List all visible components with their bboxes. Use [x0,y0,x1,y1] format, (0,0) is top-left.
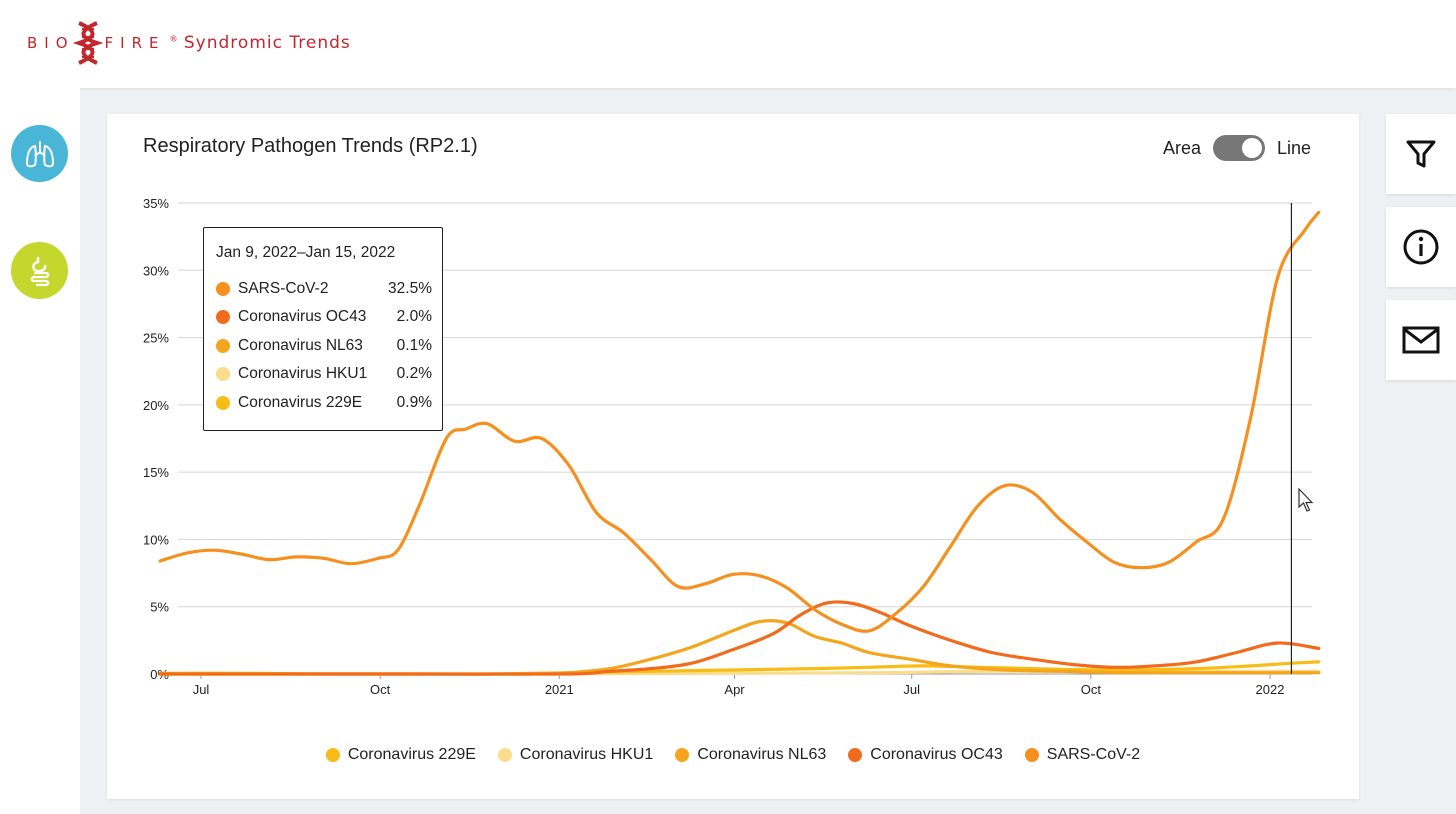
x-axis-ticks: Jul Oct 2021 Apr Jul Oct 2022 [193,674,1285,697]
tooltip-row: SARS-CoV-2 32.5% [216,280,432,298]
left-nav [0,88,80,814]
tooltip-dot [216,367,230,381]
info-button[interactable] [1386,207,1456,287]
gastro-nav-button[interactable] [11,242,68,299]
tooltip-series-value: 0.1% [396,337,432,354]
tooltip-series-name: Coronavirus OC43 [238,308,367,325]
y-axis-ticks: 0%5%10%15%20%25%30%35% [143,196,169,682]
logo-text-bio: BIO [27,34,75,52]
legend-item-229e[interactable]: Coronavirus 229E [325,746,476,764]
chart-legend: Coronavirus 229E Coronavirus HKU1 Corona… [107,746,1359,764]
tooltip-row: Coronavirus HKU1 0.2% [216,365,432,383]
legend-item-oc43[interactable]: Coronavirus OC43 [848,746,1003,764]
tooltip-series-name: Coronavirus NL63 [238,337,363,354]
stomach-icon [30,256,49,286]
tooltip-series-name: Coronavirus 229E [238,394,363,411]
legend-item-hku1[interactable]: Coronavirus HKU1 [497,746,654,764]
x-tick-label: 2021 [545,682,574,697]
app-subtitle: Syndromic Trends [183,33,351,53]
filter-button[interactable] [1386,114,1456,194]
series-line-coronavirus-oc43 [158,600,1321,676]
lungs-icon [25,140,54,167]
x-tick-label: Oct [1081,682,1102,697]
toggle-label-line[interactable]: Line [1276,137,1311,158]
legend-label: Coronavirus 229E [347,746,476,763]
mail-icon [1402,326,1440,354]
legend-label: Coronavirus OC43 [870,746,1003,763]
tooltip-row: Coronavirus NL63 0.1% [216,337,432,355]
y-tick-label: 20% [143,398,169,413]
x-tick-label: 2022 [1256,682,1285,697]
mouse-pointer-icon [1298,488,1314,512]
legend-dot [675,748,690,762]
legend-dot [1024,748,1039,762]
toggle-label-area[interactable]: Area [1162,137,1201,158]
chart-mode-toggle[interactable] [1212,135,1265,161]
logo-subtitle: ® Syndromic Trends [169,33,350,53]
chart-title: Respiratory Pathogen Trends (RP2.1) [143,135,478,157]
tooltip-series-value: 2.0% [396,308,432,325]
filter-icon [1406,140,1436,168]
y-tick-label: 35% [143,196,169,211]
x-tick-label: Apr [724,682,745,697]
series-lines [158,210,1321,676]
series-line-sars-cov-2 [158,210,1321,633]
tooltip-dot [216,396,230,410]
tooltip-series-name: SARS-CoV-2 [238,280,329,297]
toggle-knob [1241,138,1262,158]
y-tick-label: 5% [150,600,169,615]
tooltip-series-value: 0.2% [396,365,432,382]
legend-dot [497,748,512,762]
y-tick-label: 30% [143,263,169,278]
x-tick-label: Jul [193,682,210,697]
tooltip-date-range: Jan 9, 2022–Jan 15, 2022 [216,244,396,261]
chart-card: Respiratory Pathogen Trends (RP2.1) Area… [107,114,1359,799]
tooltip-dot [216,282,230,296]
legend-label: Coronavirus HKU1 [519,746,654,763]
y-tick-label: 25% [143,331,169,346]
line-chart[interactable]: 0%5%10%15%20%25%30%35% Jul Oct 2021 Apr Jul O… [107,114,1359,734]
legend-item-nl63[interactable]: Coronavirus NL63 [675,746,826,764]
info-icon [1403,229,1439,265]
legend-dot [325,748,340,762]
tooltip-row: Coronavirus 229E 0.9% [216,394,432,412]
legend-label: Coronavirus NL63 [697,746,827,763]
tooltip-row: Coronavirus OC43 2.0% [216,308,432,326]
logo-text-fire: FIRE [104,34,166,52]
tooltip-series-value: 32.5% [388,280,432,297]
respiratory-nav-button[interactable] [11,125,68,182]
contact-button[interactable] [1386,300,1456,380]
biofire-logo[interactable]: BIO FIRE ® Syndromic Trends [27,18,351,68]
legend-item-sars-cov-2[interactable]: SARS-CoV-2 [1024,746,1141,764]
tooltip-series-name: Coronavirus HKU1 [238,365,368,382]
tooltip-dot [216,310,230,324]
x-tick-label: Oct [370,682,391,697]
y-tick-label: 15% [143,465,169,480]
helix-icon [72,21,103,65]
registered-mark: ® [169,34,178,44]
hover-tooltip: Jan 9, 2022–Jan 15, 2022 SARS-CoV-2 32.5… [203,227,443,431]
legend-dot [848,748,863,762]
tooltip-dot [216,339,230,353]
y-tick-label: 10% [143,532,169,547]
tooltip-series-value: 0.9% [396,394,432,411]
x-tick-label: Jul [903,682,920,697]
area-line-toggle-group: Area Line [1163,135,1311,161]
legend-label: SARS-CoV-2 [1046,746,1141,763]
app-header: BIO FIRE ® Syndromic Trends [0,0,1456,88]
